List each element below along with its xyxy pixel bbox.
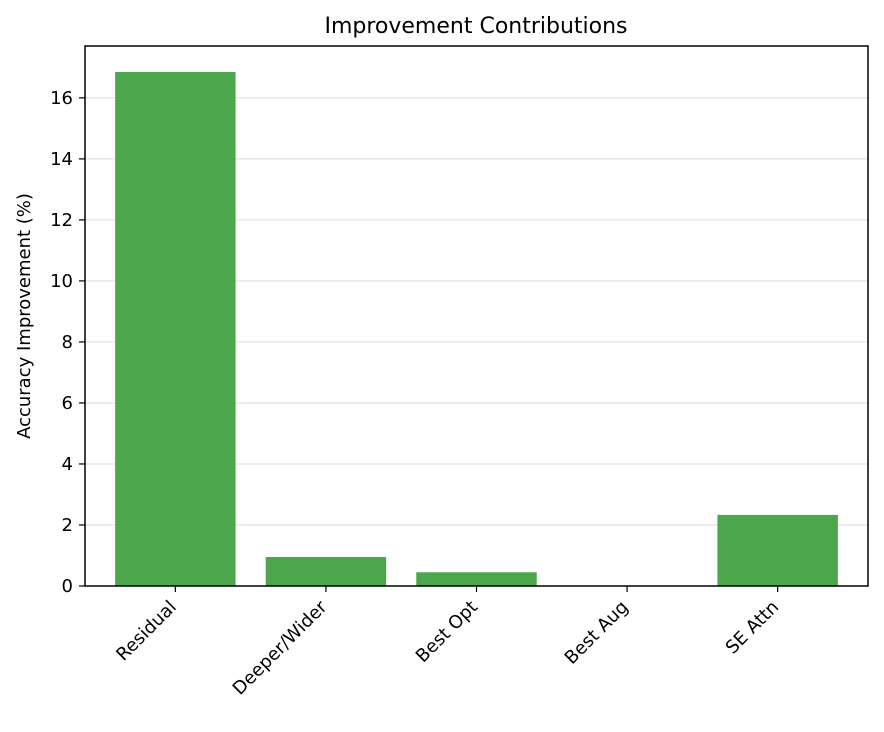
x-tick-label: Residual bbox=[112, 597, 181, 666]
plot-frame bbox=[84, 45, 869, 587]
x-tick-label: Best Opt bbox=[412, 597, 482, 667]
y-tick-label: 0 bbox=[62, 576, 73, 597]
y-tick-label: 4 bbox=[62, 454, 73, 475]
x-tick-label: Deeper/Wider bbox=[229, 596, 332, 699]
y-tick-label: 2 bbox=[62, 515, 73, 536]
x-tick-label: Best Aug bbox=[561, 597, 633, 669]
bar-se-attn bbox=[717, 514, 838, 586]
x-axis-ticks: Residual Deeper/Wider Best Opt Best Aug SE A… bbox=[112, 586, 783, 699]
bars bbox=[115, 71, 838, 587]
chart-title: Improvement Contributions bbox=[324, 14, 627, 39]
bar-deeper-wider bbox=[265, 557, 387, 586]
y-tick-label: 12 bbox=[50, 210, 73, 231]
y-tick-label: 14 bbox=[50, 149, 73, 170]
bar-residual bbox=[115, 71, 236, 587]
y-tick-label: 16 bbox=[50, 88, 73, 109]
y-axis-label: Accuracy Improvement (%) bbox=[14, 193, 35, 439]
x-tick-label: SE Attn bbox=[722, 597, 784, 659]
y-tick-label: 8 bbox=[62, 332, 73, 353]
y-axis-ticks: 0 2 4 6 8 10 12 14 16 bbox=[50, 88, 85, 597]
y-tick-label: 6 bbox=[62, 393, 73, 414]
bar-best-opt bbox=[416, 572, 537, 586]
y-tick-label: 10 bbox=[50, 271, 73, 292]
